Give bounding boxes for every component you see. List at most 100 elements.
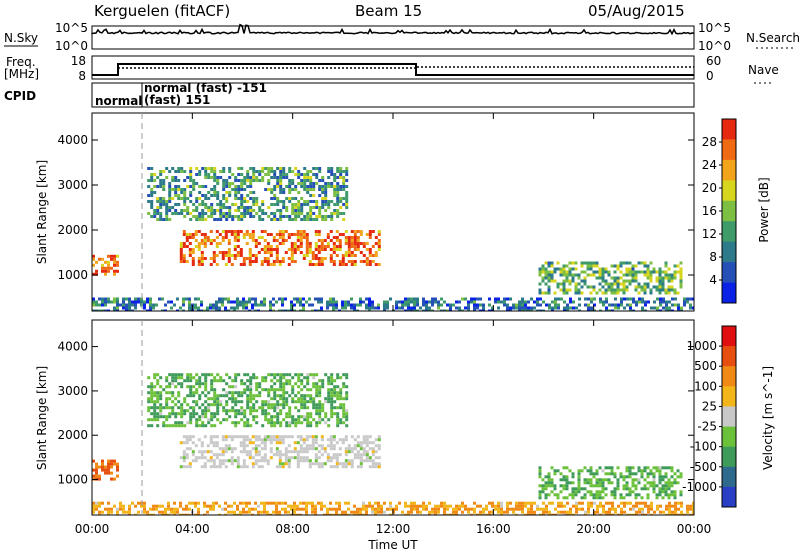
echo-cell — [270, 373, 274, 377]
echo-cell — [374, 306, 377, 310]
echo-cell — [285, 173, 289, 176]
echo-cell — [330, 200, 334, 203]
echo-cell — [533, 300, 536, 304]
echo-cell — [240, 173, 244, 176]
echo-cell — [324, 200, 328, 203]
echo-cell — [282, 191, 286, 194]
echo-cell — [212, 459, 216, 463]
echo-cell — [234, 188, 238, 191]
echo-cell — [324, 185, 328, 188]
echo-cell — [332, 263, 336, 266]
echo-cell — [192, 394, 196, 398]
echo-cell — [267, 188, 271, 191]
echo-cell — [267, 167, 271, 170]
echo-cell — [339, 394, 343, 398]
echo-cell — [264, 188, 268, 191]
echo-cell — [634, 276, 638, 280]
echo-cell — [207, 206, 211, 209]
echo-cell — [260, 501, 263, 505]
echo-cell — [219, 403, 223, 407]
echo-cell — [200, 239, 204, 242]
echo-cell — [275, 447, 279, 451]
echo-cell — [512, 306, 515, 310]
echo-cell — [569, 507, 572, 511]
echo-cell — [470, 297, 473, 301]
echo-cell — [284, 239, 288, 242]
echo-cell — [264, 388, 268, 392]
echo-cell — [359, 303, 362, 307]
echo-cell — [150, 206, 154, 209]
echo-cell — [338, 242, 342, 245]
echo-cell — [347, 260, 351, 263]
echo-cell — [131, 501, 134, 505]
y-tick-label: 4000 — [57, 133, 88, 147]
echo-cell — [455, 504, 458, 508]
echo-cell — [658, 466, 662, 470]
echo-cell — [252, 176, 256, 179]
echo-cell — [159, 406, 163, 410]
echo-cell — [122, 507, 125, 511]
echo-cell — [323, 504, 326, 508]
echo-cell — [95, 303, 98, 307]
echo-cell — [565, 478, 569, 482]
echo-cell — [239, 465, 243, 469]
echo-cell — [204, 415, 208, 419]
echo-cell — [207, 421, 211, 425]
echo-cell — [197, 510, 200, 514]
echo-cell — [101, 510, 104, 514]
echo-cell — [293, 501, 296, 505]
echo-cell — [234, 203, 238, 206]
echo-cell — [437, 507, 440, 511]
echo-cell — [297, 409, 301, 413]
echo-cell — [368, 248, 372, 251]
echo-cell — [246, 394, 250, 398]
echo-cell — [583, 279, 587, 283]
echo-cell — [545, 510, 548, 514]
echo-cell — [359, 447, 363, 451]
echo-cell — [281, 260, 285, 263]
echo-cell — [249, 388, 253, 392]
echo-cell — [395, 507, 398, 511]
echo-cell — [544, 493, 548, 497]
echo-cell — [565, 264, 569, 268]
echo-cell — [246, 176, 250, 179]
echo-cell — [592, 472, 596, 476]
echo-cell — [309, 209, 313, 212]
echo-cell — [107, 507, 110, 511]
echo-cell — [147, 194, 151, 197]
echo-cell — [658, 276, 662, 280]
echo-cell — [215, 300, 218, 304]
echo-cell — [571, 267, 575, 271]
echo-cell — [162, 179, 166, 182]
echo-cell — [368, 456, 372, 460]
echo-cell — [374, 456, 378, 460]
echo-cell — [300, 212, 304, 215]
echo-cell — [659, 300, 662, 304]
echo-cell — [625, 288, 629, 292]
echo-cell — [629, 303, 632, 307]
echo-cell — [264, 400, 268, 404]
echo-cell — [282, 167, 286, 170]
y-tick-label: 2000 — [57, 223, 88, 237]
echo-cell — [521, 297, 524, 301]
echo-cell — [245, 435, 249, 439]
echo-cell — [239, 441, 243, 445]
echo-cell — [329, 230, 333, 233]
echo-cell — [327, 388, 331, 392]
echo-cell — [209, 435, 213, 439]
echo-cell — [664, 276, 668, 280]
echo-cell — [689, 303, 692, 307]
echo-cell — [230, 510, 233, 514]
echo-cell — [245, 300, 248, 304]
echo-cell — [299, 233, 303, 236]
echo-cell — [104, 465, 107, 469]
echo-cell — [623, 297, 626, 301]
echo-cell — [212, 239, 216, 242]
echo-cell — [631, 264, 635, 268]
echo-cell — [150, 176, 154, 179]
echo-cell — [110, 300, 113, 304]
echo-cell — [240, 185, 244, 188]
echo-cell — [198, 424, 202, 428]
echo-cell — [248, 263, 252, 266]
